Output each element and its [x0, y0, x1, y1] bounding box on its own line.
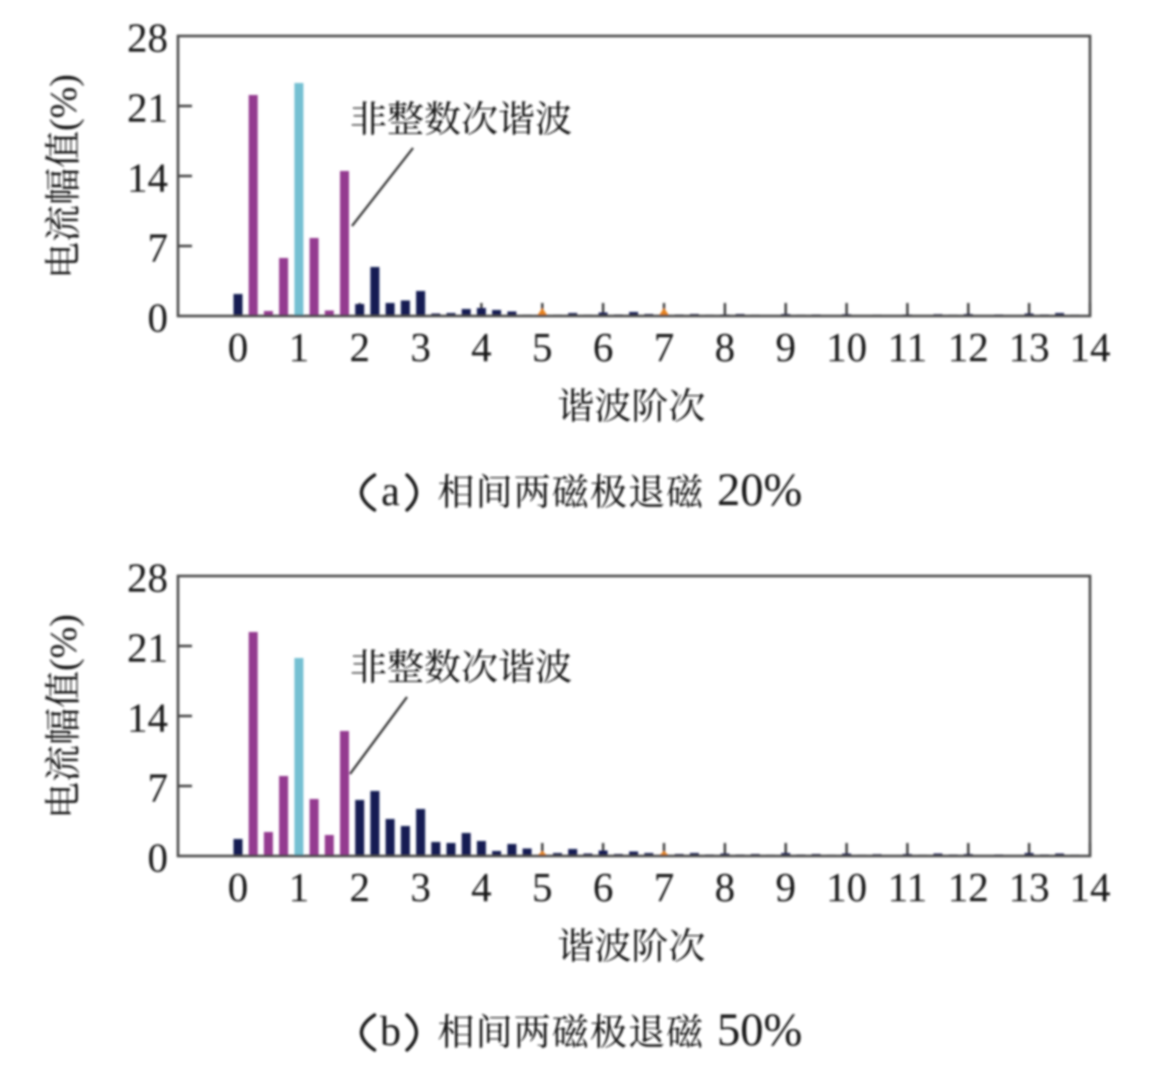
- svg-text:2: 2: [349, 324, 370, 370]
- svg-text:28: 28: [127, 555, 168, 601]
- svg-text:12: 12: [948, 864, 989, 910]
- svg-text:9: 9: [775, 324, 796, 370]
- svg-text:(%): (%): [43, 614, 85, 671]
- svg-text:1: 1: [289, 864, 310, 910]
- svg-text:21: 21: [127, 625, 168, 671]
- svg-text:13: 13: [1009, 324, 1050, 370]
- svg-text:50%: 50%: [717, 1005, 802, 1056]
- svg-text:8: 8: [715, 324, 736, 370]
- svg-text:6: 6: [593, 324, 614, 370]
- svg-text:20%: 20%: [717, 465, 802, 516]
- svg-text:5: 5: [532, 864, 553, 910]
- svg-text:7: 7: [654, 324, 675, 370]
- svg-text:0: 0: [228, 864, 249, 910]
- svg-text:2: 2: [349, 864, 370, 910]
- svg-text:4: 4: [471, 324, 492, 370]
- svg-text:11: 11: [888, 324, 927, 370]
- svg-text:3: 3: [410, 864, 431, 910]
- svg-text:8: 8: [715, 864, 736, 910]
- svg-text:7: 7: [148, 225, 169, 271]
- svg-text:10: 10: [826, 324, 867, 370]
- svg-text:10: 10: [826, 864, 867, 910]
- svg-text:14: 14: [127, 695, 168, 741]
- svg-text:28: 28: [127, 15, 168, 61]
- svg-text:7: 7: [148, 765, 169, 811]
- svg-text:14: 14: [127, 155, 168, 201]
- svg-text:13: 13: [1009, 864, 1050, 910]
- svg-text:6: 6: [593, 864, 614, 910]
- svg-text:0: 0: [148, 835, 169, 881]
- svg-text:1: 1: [289, 324, 310, 370]
- svg-text:0: 0: [148, 295, 169, 341]
- svg-text:(%): (%): [43, 74, 85, 131]
- svg-text:5: 5: [532, 324, 553, 370]
- svg-text:b: b: [380, 1009, 401, 1055]
- svg-text:12: 12: [948, 324, 989, 370]
- svg-text:14: 14: [1070, 864, 1111, 910]
- svg-text:0: 0: [228, 324, 249, 370]
- svg-text:9: 9: [775, 864, 796, 910]
- svg-text:4: 4: [471, 864, 492, 910]
- svg-text:21: 21: [127, 85, 168, 131]
- svg-text:3: 3: [410, 324, 431, 370]
- svg-text:14: 14: [1070, 324, 1111, 370]
- svg-text:a: a: [381, 469, 400, 515]
- svg-text:7: 7: [654, 864, 675, 910]
- svg-text:11: 11: [888, 864, 927, 910]
